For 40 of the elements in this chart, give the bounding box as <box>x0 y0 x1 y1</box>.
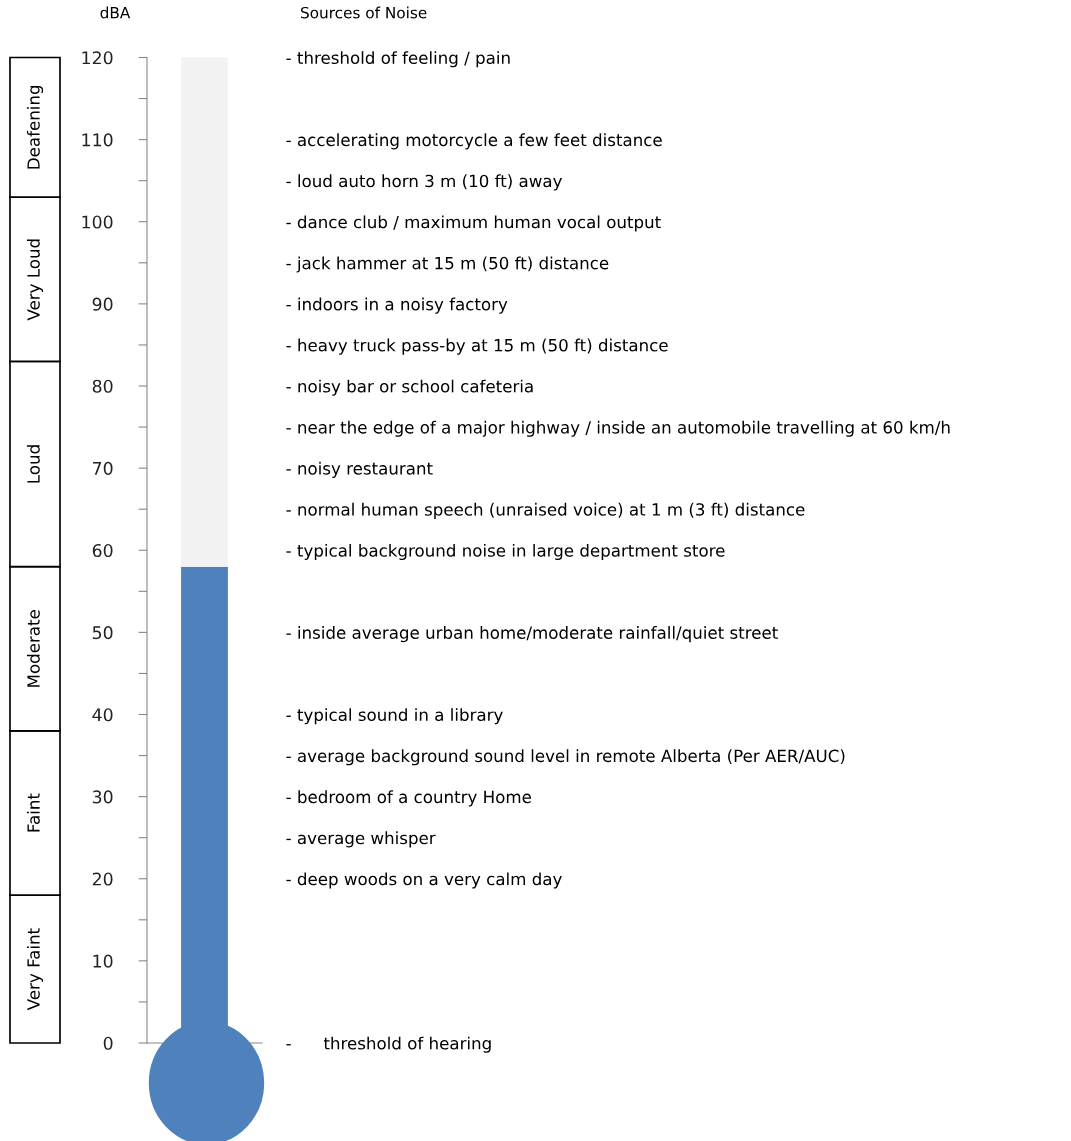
category-label: - loud auto horn 3 m (10 ft) away <box>286 174 562 191</box>
category-label: - normal human speech (unraised voice) at 1 m (3 ft) distance <box>286 502 805 519</box>
series-label: Loud <box>26 445 40 483</box>
category-label: - noisy bar or school cafeteria <box>286 379 533 396</box>
series-label: Faint <box>26 793 40 832</box>
category-label: - inside average urban home/moderate rainfall/quiet street <box>286 626 778 643</box>
y-tick-label: 60 <box>92 543 113 558</box>
series-label: Very Loud <box>26 239 44 321</box>
y-tick-label: 110 <box>82 133 113 147</box>
category-label: - dance club / maximum human vocal output <box>286 215 661 232</box>
category-label: - bedroom of a country Home <box>286 790 531 807</box>
category-label: - average background sound level in remote Alberta (Per AER/AUC) <box>286 749 845 766</box>
y-tick-label: 100 <box>82 215 113 229</box>
category-label: - deep woods on a very calm day <box>286 872 562 889</box>
category-label: - accelerating motorcycle a few feet distance <box>286 133 662 150</box>
category-label: - jack hammer at 15 m (50 ft) distance <box>286 256 609 273</box>
category-label: - indoors in a noisy factory <box>286 297 508 314</box>
y-tick-label: 50 <box>92 626 113 640</box>
y-tick-label: 0 <box>103 1036 113 1050</box>
series-label: Moderate <box>26 610 40 687</box>
category-label: - typical background noise in large department store <box>286 543 725 561</box>
category-label: - average whisper <box>286 831 436 848</box>
y-tick-label: 30 <box>92 790 113 804</box>
category-label: - heavy truck pass-by at 15 m (50 ft) distance <box>286 338 668 355</box>
y2-axis-title: Sources of Noise <box>301 6 427 19</box>
y-tick-label: 70 <box>93 461 113 475</box>
category-label: - typical sound in a library <box>286 708 503 725</box>
y-tick-label: 20 <box>92 872 113 886</box>
y-tick-label: 40 <box>92 708 113 722</box>
series-label: Deafening <box>26 85 44 169</box>
series-label: Very Faint <box>26 928 44 1011</box>
category-label: - noisy restaurant <box>286 461 433 478</box>
y-tick-label: 120 <box>82 51 113 65</box>
category-label: - near the edge of a major highway / inside an automobile travelling at 60 km/h <box>286 420 950 437</box>
y-tick-label: 10 <box>93 954 113 968</box>
category-label: - threshold of feeling / pain <box>286 51 510 68</box>
category-label: - threshold of hearing <box>286 1036 491 1053</box>
y-tick-label: 90 <box>92 297 113 311</box>
y-axis-title: dBA <box>100 6 131 19</box>
y-tick-label: 80 <box>92 379 113 393</box>
